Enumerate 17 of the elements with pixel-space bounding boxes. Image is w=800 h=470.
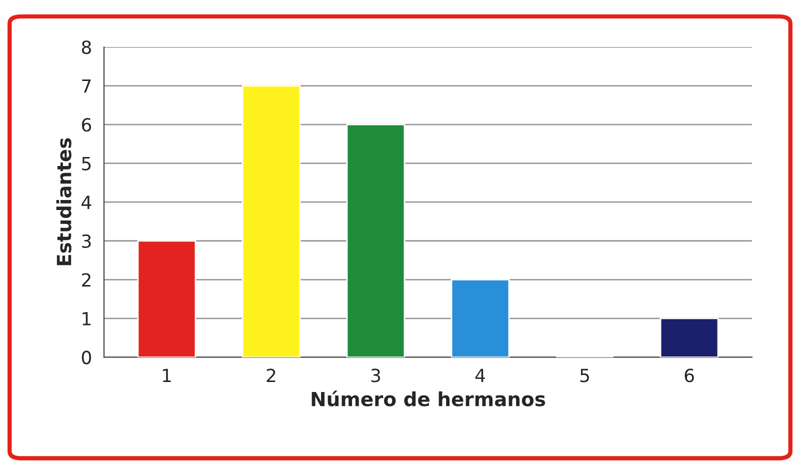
y-tick-label: 6 [82,118,92,132]
y-tick-label: 3 [82,234,91,248]
x-tick-label: 5 [580,368,589,382]
x-tick-label: 4 [475,368,485,382]
y-tick-label: 2 [82,273,90,287]
x-tick-label: 2 [266,368,276,382]
x-tick-label: 6 [684,368,694,382]
y-tick-label: 5 [82,157,91,170]
x-tick-label: 1 [162,368,171,382]
x-tick-label: 3 [371,368,380,382]
y-tick-label: 1 [82,312,91,326]
y-tick-label: 8 [82,40,91,54]
x-axis-title: Número de hermanos [312,390,546,406]
y-tick-label: 4 [82,196,92,209]
y-tick-label: 7 [82,79,91,93]
y-axis-title: Estudiantes [56,138,72,266]
y-tick-label: 0 [82,350,91,364]
